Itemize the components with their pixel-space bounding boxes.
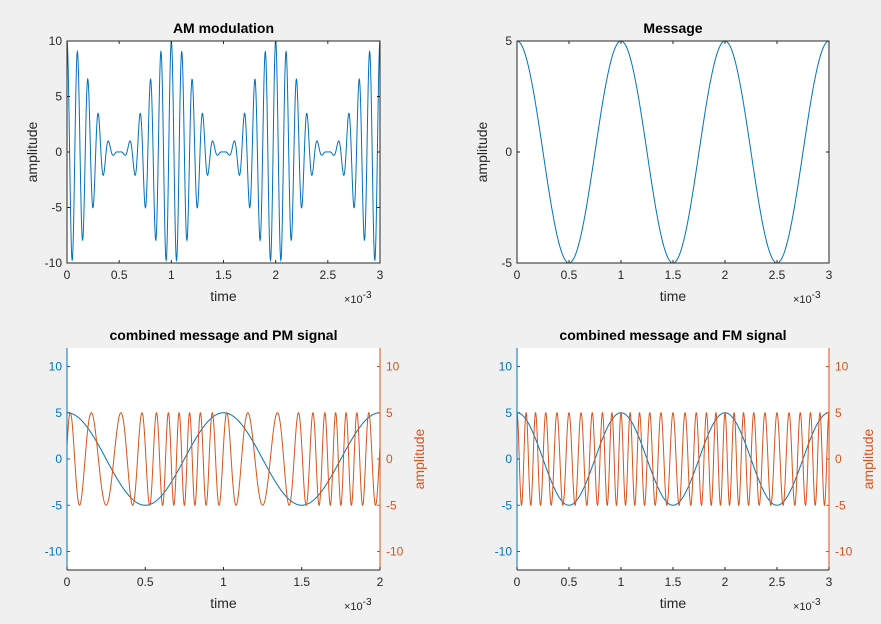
series-line-2 xyxy=(517,411,829,507)
series-line-1 xyxy=(67,41,380,263)
y-tick-label-right: -5 xyxy=(386,498,397,512)
y-tick-label-right: 5 xyxy=(835,406,842,420)
series-line-1 xyxy=(517,412,829,506)
axes-background xyxy=(517,348,829,570)
y-tick-label-left: -5 xyxy=(501,498,512,512)
x-tick-label: 2.5 xyxy=(769,575,786,589)
y-tick-label-left: 5 xyxy=(55,406,62,420)
x-tick-label: 2.5 xyxy=(319,268,336,282)
chart-4: 0 0.5 1 1.5 2 2.5 3 -10 -5 0 5 10 -10 -5 0 5 10 combined … xyxy=(495,327,876,613)
y-tick-label: 0 xyxy=(505,145,512,159)
x-tick-label: 1 xyxy=(618,268,625,282)
y-tick-label-right: 0 xyxy=(835,452,842,466)
y-axis-label: amplitude xyxy=(24,121,40,182)
x-exponent-label: ×10-3 xyxy=(344,290,372,306)
y-tick-label: -10 xyxy=(45,256,63,270)
x-tick-label: 2 xyxy=(377,575,384,589)
x-tick-label: 2 xyxy=(722,268,729,282)
x-tick-label: 1.5 xyxy=(665,268,682,282)
x-tick-label: 2 xyxy=(722,575,729,589)
x-tick-label: 0 xyxy=(514,575,521,589)
x-tick-label: 1 xyxy=(168,268,175,282)
chart-title: combined message and FM signal xyxy=(559,327,786,343)
y-tick-label-left: -10 xyxy=(495,545,513,559)
series-line-1 xyxy=(67,412,380,506)
y-tick-label-right: 10 xyxy=(835,360,849,374)
x-tick-label: 0.5 xyxy=(137,575,154,589)
x-tick-label: 0.5 xyxy=(111,268,128,282)
y-axis-label-right: amplitude xyxy=(411,428,427,489)
y-tick-label-right: 5 xyxy=(386,406,393,420)
y-tick-label-right: -5 xyxy=(835,498,846,512)
x-tick-label: 2 xyxy=(272,268,279,282)
x-exponent-label: ×10-3 xyxy=(793,290,821,306)
y-tick-label-right: -10 xyxy=(835,545,853,559)
x-tick-label: 1 xyxy=(618,575,625,589)
chart-1: 0 0.5 1 1.5 2 2.5 3 -10 -5 0 5 10 AM modulation time ×… xyxy=(24,20,384,306)
x-exponent-label: ×10-3 xyxy=(793,597,821,613)
x-tick-label: 3 xyxy=(377,268,384,282)
chart-3: 0 0.5 1 1.5 2 -10 -5 0 5 10 -10 -5 0 5 10 combined mess… xyxy=(45,327,427,613)
chart-title: Message xyxy=(643,20,702,36)
x-tick-label: 1 xyxy=(220,575,227,589)
y-tick-label: 5 xyxy=(505,34,512,48)
y-tick-label-right: -10 xyxy=(386,545,404,559)
x-exponent-label: ×10-3 xyxy=(344,597,372,613)
x-tick-label: 1.5 xyxy=(665,575,682,589)
y-axis-label: amplitude xyxy=(474,121,490,182)
chart-title: AM modulation xyxy=(173,20,274,36)
y-tick-label-left: 0 xyxy=(505,452,512,466)
series-line-2 xyxy=(67,411,380,507)
y-tick-label: 5 xyxy=(55,90,62,104)
y-tick-label-left: 10 xyxy=(499,360,513,374)
y-tick-label: -5 xyxy=(501,256,512,270)
x-axis-label: time xyxy=(660,595,687,611)
y-tick-label: -5 xyxy=(51,201,62,215)
x-tick-label: 0.5 xyxy=(561,575,578,589)
x-axis-label: time xyxy=(660,288,687,304)
x-tick-label: 1.5 xyxy=(215,268,232,282)
x-tick-label: 0 xyxy=(64,268,71,282)
y-axis-label-right: amplitude xyxy=(860,428,876,489)
x-tick-label: 3 xyxy=(826,268,833,282)
x-tick-label: 1.5 xyxy=(293,575,310,589)
y-tick-label-left: -10 xyxy=(45,545,63,559)
x-axis-label: time xyxy=(210,288,237,304)
axes-background xyxy=(517,41,829,263)
x-tick-label: 3 xyxy=(826,575,833,589)
chart-title: combined message and PM signal xyxy=(110,327,338,343)
x-tick-label: 0 xyxy=(514,268,521,282)
x-tick-label: 2.5 xyxy=(769,268,786,282)
y-tick-label: 0 xyxy=(55,145,62,159)
x-axis-label: time xyxy=(210,595,237,611)
x-tick-label: 0 xyxy=(64,575,71,589)
y-tick-label-right: 10 xyxy=(386,360,400,374)
y-tick-label-left: -5 xyxy=(51,498,62,512)
y-tick-label-left: 10 xyxy=(49,360,63,374)
y-tick-label-left: 0 xyxy=(55,452,62,466)
y-tick-label: 10 xyxy=(49,34,63,48)
y-tick-label-right: 0 xyxy=(386,452,393,466)
y-tick-label-left: 5 xyxy=(505,406,512,420)
x-tick-label: 0.5 xyxy=(561,268,578,282)
